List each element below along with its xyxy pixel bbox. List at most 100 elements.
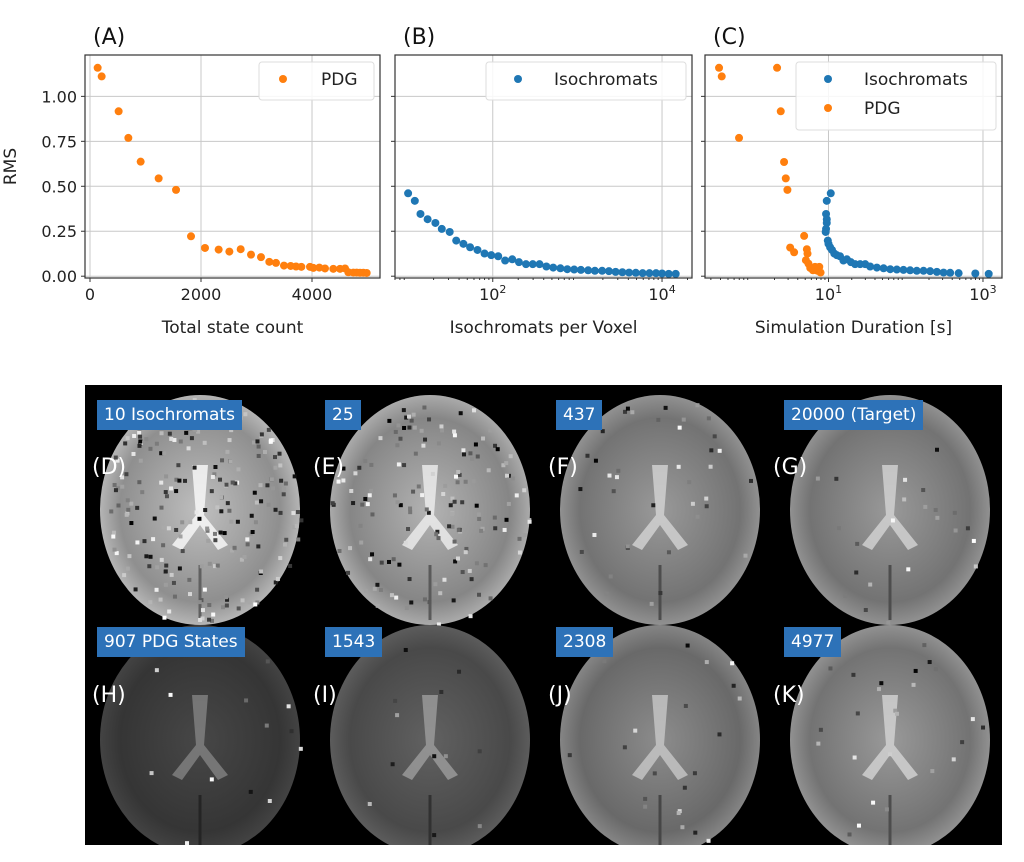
noise-pixel bbox=[855, 711, 860, 716]
noise-pixel bbox=[213, 465, 218, 470]
noise-pixel bbox=[267, 799, 272, 804]
data-point-isochromats bbox=[508, 255, 517, 264]
panel-label-g: (G) bbox=[773, 455, 808, 480]
noise-pixel bbox=[419, 428, 424, 433]
noise-pixel bbox=[906, 567, 911, 572]
noise-pixel bbox=[279, 478, 284, 483]
noise-pixel bbox=[607, 473, 612, 478]
noise-pixel bbox=[365, 800, 370, 805]
noise-pixel bbox=[452, 539, 457, 544]
noise-pixel bbox=[451, 598, 456, 603]
noise-pixel bbox=[207, 561, 212, 566]
noise-pixel bbox=[412, 425, 417, 430]
data-point-pdg bbox=[187, 232, 196, 241]
data-point-isochromats bbox=[570, 265, 579, 274]
noise-pixel bbox=[369, 488, 374, 493]
data-point-isochromats bbox=[886, 265, 895, 274]
noise-pixel bbox=[225, 449, 230, 454]
noise-pixel bbox=[403, 540, 408, 545]
noise-pixel bbox=[493, 526, 498, 531]
noise-pixel bbox=[251, 440, 256, 445]
noise-pixel bbox=[656, 417, 661, 422]
noise-pixel bbox=[409, 600, 414, 605]
noise-pixel bbox=[283, 481, 288, 486]
noise-pixel bbox=[402, 425, 407, 430]
noise-pixel bbox=[259, 499, 264, 504]
noise-pixel bbox=[471, 479, 476, 484]
x-tick-label: 103 bbox=[969, 283, 996, 304]
noise-pixel bbox=[341, 466, 346, 471]
noise-pixel bbox=[253, 520, 258, 525]
noise-pixel bbox=[164, 474, 169, 479]
noise-pixel bbox=[643, 804, 648, 809]
noise-pixel bbox=[439, 689, 444, 694]
noise-pixel bbox=[432, 754, 437, 759]
noise-pixel bbox=[215, 563, 220, 568]
x-axis-label: Isochromats per Voxel bbox=[450, 318, 638, 338]
noise-pixel bbox=[868, 582, 873, 587]
data-point-isochromats bbox=[590, 266, 599, 275]
panel-label: (A) bbox=[93, 25, 125, 50]
noise-pixel bbox=[259, 432, 264, 437]
data-point-pdg bbox=[790, 248, 799, 257]
noise-pixel bbox=[250, 530, 255, 535]
noise-pixel bbox=[477, 592, 482, 597]
noise-pixel bbox=[129, 521, 134, 526]
ventricle bbox=[632, 695, 688, 780]
noise-pixel bbox=[213, 564, 218, 569]
noise-pixel bbox=[255, 587, 260, 592]
brain-image-i bbox=[330, 625, 530, 845]
noise-pixel bbox=[203, 508, 208, 513]
noise-pixel bbox=[890, 518, 895, 523]
noise-pixel bbox=[682, 785, 687, 790]
noise-pixel bbox=[488, 596, 493, 601]
noise-pixel bbox=[411, 489, 416, 494]
noise-pixel bbox=[197, 516, 202, 521]
noise-pixel bbox=[486, 468, 491, 473]
noise-pixel bbox=[131, 451, 136, 456]
noise-pixel bbox=[265, 659, 270, 664]
data-point-isochromats bbox=[932, 267, 941, 276]
panel-label-e: (E) bbox=[313, 455, 345, 480]
noise-pixel bbox=[244, 698, 249, 703]
noise-pixel bbox=[278, 463, 283, 468]
noise-pixel bbox=[256, 453, 261, 458]
data-point-isochromats bbox=[866, 262, 875, 271]
noise-pixel bbox=[336, 479, 341, 484]
noise-pixel bbox=[651, 503, 656, 508]
brain-image-k bbox=[790, 625, 990, 845]
noise-pixel bbox=[194, 510, 199, 515]
noise-pixel bbox=[854, 570, 859, 575]
data-point-pdg bbox=[114, 107, 123, 116]
data-point-pdg bbox=[803, 249, 812, 258]
ventricle bbox=[172, 695, 228, 780]
data-point-isochromats bbox=[501, 256, 510, 265]
noise-pixel bbox=[122, 573, 127, 578]
noise-pixel bbox=[273, 465, 278, 470]
noise-pixel bbox=[815, 476, 820, 481]
noise-pixel bbox=[282, 454, 287, 459]
noise-pixel bbox=[481, 436, 486, 441]
noise-pixel bbox=[245, 542, 250, 547]
noise-pixel bbox=[268, 439, 273, 444]
noise-pixel bbox=[681, 417, 686, 422]
panel-label: (C) bbox=[713, 25, 746, 50]
data-point-isochromats bbox=[431, 218, 440, 227]
data-point-pdg bbox=[780, 158, 789, 167]
noise-pixel bbox=[395, 443, 400, 448]
noise-pixel bbox=[876, 687, 881, 692]
noise-pixel bbox=[406, 527, 411, 532]
caption-j: 2308 bbox=[556, 627, 614, 657]
noise-pixel bbox=[370, 552, 375, 557]
data-point-isochromats bbox=[625, 268, 634, 277]
data-point-pdg bbox=[214, 245, 223, 254]
noise-pixel bbox=[172, 594, 177, 599]
noise-pixel bbox=[210, 474, 215, 479]
noise-pixel bbox=[680, 825, 685, 830]
noise-pixel bbox=[198, 617, 203, 622]
legend-label: Isochromats bbox=[554, 70, 658, 90]
noise-pixel bbox=[367, 493, 372, 498]
noise-pixel bbox=[855, 541, 860, 546]
y-axis-label: RMS bbox=[1, 148, 21, 185]
noise-pixel bbox=[408, 506, 413, 511]
